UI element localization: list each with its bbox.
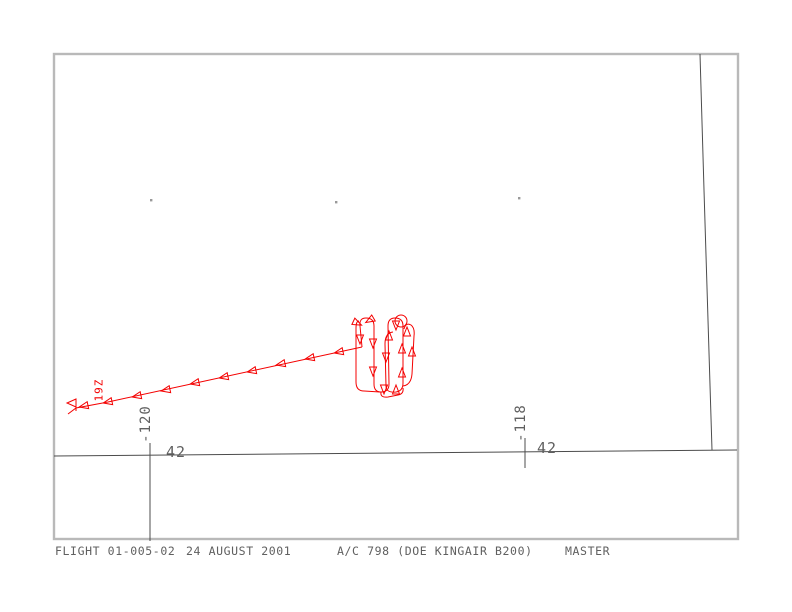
graticule-dot [335,201,338,204]
track-direction-marker [368,338,378,350]
graticule-dot [150,199,153,202]
latitude-label-left: 42 [166,443,187,461]
track-direction-marker [303,352,316,362]
track-direction-marker [130,390,143,400]
track-survey-pattern [402,323,415,387]
graticule-dot [518,197,521,200]
track-direction-marker [391,320,401,332]
track-direction-marker [407,345,417,357]
track-direction-marker [364,314,377,324]
map-frame [52,52,740,541]
track-direction-marker [355,334,365,346]
track-direction-marker [397,342,407,354]
longitude-label-left: -120 [138,405,154,443]
track-survey-pattern [359,317,404,393]
footer-date: 24 AUGUST 2001 [186,544,292,558]
track-time-label: 19Z [92,378,106,402]
state-border-line [699,53,713,451]
longitude-label-right: -118 [513,404,529,442]
footer-aircraft: A/C 798 (DOE KINGAIR B200) [337,544,533,558]
track-ferry-line [67,346,363,415]
track-direction-marker [379,384,389,396]
track-direction-marker [217,371,230,381]
track-direction-marker [391,383,401,395]
track-direction-marker [159,384,172,394]
track-direction-marker [188,377,201,387]
track-direction-marker [402,325,412,337]
track-direction-marker [397,366,407,378]
track-survey-pattern [380,387,404,398]
latitude-label-right: 42 [537,439,558,457]
track-direction-marker [245,365,258,375]
footer-plot-label: MASTER [565,544,611,558]
track-direction-marker [274,358,287,368]
track-direction-marker [101,396,114,406]
latitude-42-line [53,449,738,457]
track-direction-marker [368,366,378,378]
track-start-flag [65,398,77,408]
track-direction-marker [332,346,345,356]
track-direction-marker [77,400,90,410]
track-direction-marker [351,317,363,326]
footer-flight-id: FLIGHT 01-005-02 [55,544,176,558]
track-direction-marker [384,329,394,341]
track-survey-pattern [355,320,381,393]
track-direction-marker [381,352,391,364]
